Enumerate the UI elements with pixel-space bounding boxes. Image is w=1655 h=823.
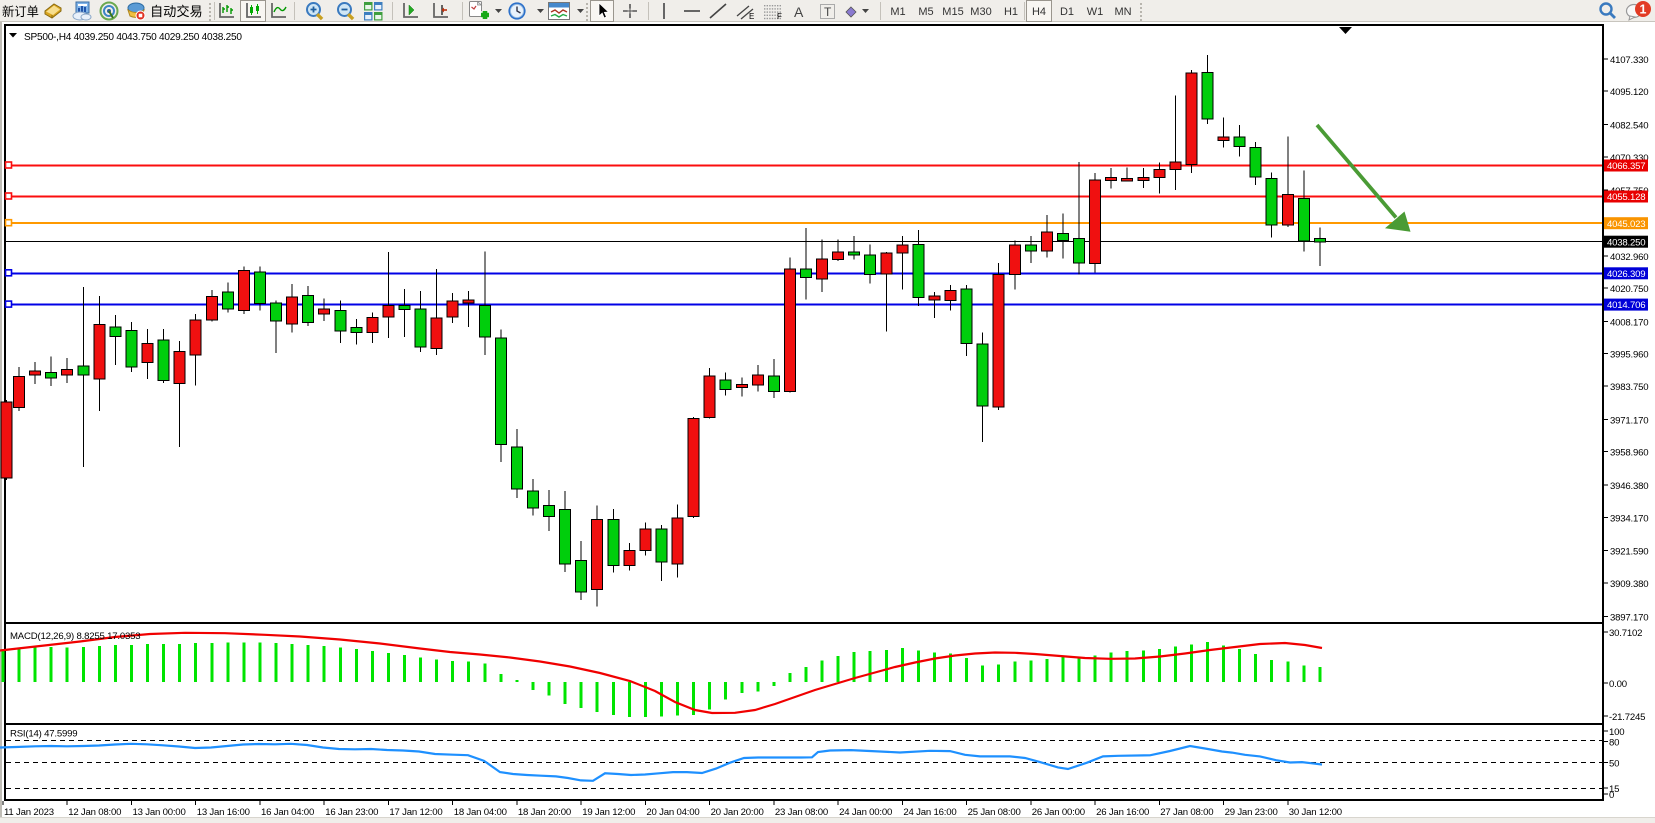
svg-text:23 Jan 08:00: 23 Jan 08:00 [775,807,828,818]
svg-text:24 Jan 00:00: 24 Jan 00:00 [839,807,892,818]
svg-text:18 Jan 04:00: 18 Jan 04:00 [454,807,507,818]
svg-text:新订单: 新订单 [2,4,39,19]
svg-text:15: 15 [1609,784,1619,795]
svg-text:29 Jan 23:00: 29 Jan 23:00 [1225,807,1278,818]
svg-text:A: A [794,4,804,20]
svg-text:3995.960: 3995.960 [1610,350,1648,361]
svg-text:D1: D1 [1060,6,1074,18]
svg-text:T: T [824,5,832,19]
svg-text:4026.309: 4026.309 [1607,269,1645,280]
svg-text:100: 100 [1609,727,1624,738]
svg-text:24 Jan 16:00: 24 Jan 16:00 [903,807,956,818]
svg-text:17 Jan 12:00: 17 Jan 12:00 [389,807,442,818]
svg-text:自动交易: 自动交易 [150,3,203,19]
svg-text:3983.750: 3983.750 [1610,382,1648,393]
svg-text:4032.960: 4032.960 [1610,252,1648,263]
svg-text:RSI(14) 47.5999: RSI(14) 47.5999 [10,729,77,740]
svg-text:3971.170: 3971.170 [1610,415,1648,426]
svg-text:3934.170: 3934.170 [1610,513,1648,524]
svg-text:13 Jan 16:00: 13 Jan 16:00 [197,807,250,818]
svg-text:16 Jan 23:00: 16 Jan 23:00 [325,807,378,818]
svg-text:30.7102: 30.7102 [1609,628,1642,639]
svg-text:4045.023: 4045.023 [1607,219,1645,230]
svg-text:H4: H4 [1032,6,1046,18]
svg-text:3946.380: 3946.380 [1610,481,1648,492]
svg-text:20 Jan 04:00: 20 Jan 04:00 [646,807,699,818]
svg-text:3897.170: 3897.170 [1610,613,1648,624]
svg-text:4014.706: 4014.706 [1607,300,1645,311]
svg-text:F: F [777,12,782,21]
svg-text:SP500-,H4 4039.250 4043.750 4: SP500-,H4 4039.250 4043.750 4029.250 403… [24,32,242,43]
svg-text:MACD(12,26,9) 8.8255 17.0353: MACD(12,26,9) 8.8255 17.0353 [10,631,140,642]
svg-text:M15: M15 [942,6,963,18]
svg-text:M5: M5 [918,6,933,18]
svg-text:1: 1 [1640,3,1647,17]
svg-text:25 Jan 08:00: 25 Jan 08:00 [968,807,1021,818]
svg-text:26 Jan 00:00: 26 Jan 00:00 [1032,807,1085,818]
svg-text:30 Jan 12:00: 30 Jan 12:00 [1289,807,1342,818]
svg-text:11 Jan 2023: 11 Jan 2023 [4,807,54,818]
svg-text:4082.540: 4082.540 [1610,121,1648,132]
svg-text:-21.7245: -21.7245 [1609,712,1645,723]
svg-text:26 Jan 16:00: 26 Jan 16:00 [1096,807,1149,818]
svg-text:12 Jan 08:00: 12 Jan 08:00 [68,807,121,818]
svg-text:50: 50 [1609,759,1619,770]
svg-text:3909.380: 3909.380 [1610,579,1648,590]
svg-text:0: 0 [1609,790,1614,801]
svg-text:MN: MN [1114,6,1131,18]
svg-text:3921.590: 3921.590 [1610,547,1648,558]
svg-text:M1: M1 [890,6,905,18]
svg-text:4107.330: 4107.330 [1610,55,1648,66]
svg-text:4095.120: 4095.120 [1610,87,1648,98]
svg-text:0.00: 0.00 [1609,679,1627,690]
svg-text:3958.960: 3958.960 [1610,448,1648,459]
svg-text:13 Jan 00:00: 13 Jan 00:00 [133,807,186,818]
svg-text:18 Jan 20:00: 18 Jan 20:00 [518,807,571,818]
svg-text:4020.750: 4020.750 [1610,284,1648,295]
svg-text:W1: W1 [1087,6,1104,18]
svg-text:19 Jan 12:00: 19 Jan 12:00 [582,807,635,818]
svg-text:16 Jan 04:00: 16 Jan 04:00 [261,807,314,818]
svg-text:4066.357: 4066.357 [1607,161,1645,172]
svg-text:27 Jan 08:00: 27 Jan 08:00 [1160,807,1213,818]
svg-text:20 Jan 20:00: 20 Jan 20:00 [711,807,764,818]
svg-text:80: 80 [1609,738,1619,749]
svg-text:H1: H1 [1004,6,1018,18]
svg-text:4038.250: 4038.250 [1607,237,1645,248]
svg-text:E: E [749,12,754,21]
svg-text:4070.330: 4070.330 [1610,153,1648,164]
svg-text:4055.128: 4055.128 [1607,192,1645,203]
svg-text:4008.170: 4008.170 [1610,317,1648,328]
svg-text:M30: M30 [970,6,991,18]
